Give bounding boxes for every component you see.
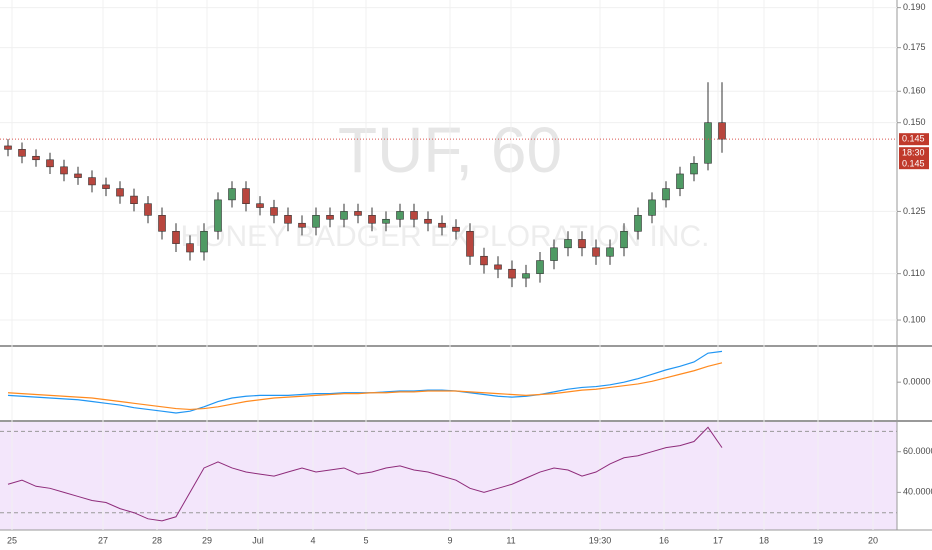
macd-line — [7, 362, 723, 411]
rsi-background — [0, 422, 897, 530]
candle-body — [676, 173, 684, 189]
candle-body — [452, 226, 460, 232]
x-tick-label: 27 — [98, 535, 108, 545]
candle-body — [228, 188, 236, 201]
candle-body — [662, 188, 670, 201]
candle-body — [536, 260, 544, 274]
x-tick-label: 4 — [310, 535, 315, 545]
price-badge-text: 0.145 — [902, 159, 925, 169]
x-tick-label: 18 — [759, 535, 769, 545]
candle-body — [508, 268, 516, 279]
candle-body — [74, 173, 82, 178]
x-tick-label: 11 — [506, 535, 515, 545]
candle-body — [130, 195, 138, 204]
candle-body — [326, 215, 334, 220]
candle-body — [522, 273, 530, 279]
x-tick-label: 17 — [713, 535, 723, 545]
candle-body — [214, 199, 222, 232]
x-tick-label: 16 — [659, 535, 669, 545]
y-tick-label: 0.0000 — [903, 377, 931, 387]
candle-body — [466, 230, 474, 257]
candle-body — [116, 188, 124, 197]
rsi-line — [7, 426, 723, 522]
x-tick-label: 20 — [868, 535, 878, 545]
candle-body — [242, 188, 250, 204]
candle-body — [424, 218, 432, 224]
candle-body — [102, 184, 110, 189]
candle-body — [144, 203, 152, 216]
price-badge-text: 0.145 — [902, 134, 925, 144]
candle-body — [396, 211, 404, 220]
y-tick-label: 0.160 — [903, 86, 926, 96]
candle-body — [480, 255, 488, 266]
candle-body — [634, 215, 642, 232]
candle-body — [88, 177, 96, 186]
y-tick-label: 0.150 — [903, 117, 926, 127]
candle-body — [690, 162, 698, 175]
y-tick-label: 0.125 — [903, 206, 926, 216]
candle-body — [494, 264, 502, 270]
candle-body — [578, 239, 586, 249]
x-tick-label: 19 — [813, 535, 823, 545]
candle-body — [312, 215, 320, 228]
candle-body — [354, 211, 362, 216]
candle-body — [200, 230, 208, 253]
countdown-text: 18:30 — [902, 148, 925, 158]
y-tick-label: 40.0000 — [903, 487, 932, 497]
macd-line — [7, 350, 723, 414]
candle-body — [340, 211, 348, 220]
countdown-badge — [899, 147, 929, 170]
x-tick-label: 28 — [152, 535, 162, 545]
candle-body — [704, 122, 712, 164]
candle-body — [410, 211, 418, 220]
candle-body — [564, 239, 572, 249]
candle-body — [592, 247, 600, 257]
candle-body — [438, 222, 446, 228]
price-badge — [899, 133, 929, 146]
x-tick-label: 25 — [7, 535, 17, 545]
candle-body — [550, 247, 558, 261]
candle-body — [158, 215, 166, 232]
x-tick-label: Jul — [252, 535, 264, 545]
candle-body — [620, 230, 628, 249]
candle-body — [298, 222, 306, 228]
candle-body — [186, 243, 194, 253]
y-tick-label: 60.0000 — [903, 446, 932, 456]
candle-body — [284, 215, 292, 224]
y-tick-label: 0.190 — [903, 2, 926, 12]
x-tick-label: 19:30 — [589, 535, 612, 545]
y-tick-label: 0.110 — [903, 268, 925, 278]
candle-body — [270, 207, 278, 216]
candle-body — [4, 145, 12, 150]
x-tick-label: 9 — [447, 535, 452, 545]
candle-body — [648, 199, 656, 216]
candle-body — [172, 230, 180, 244]
candle-body — [718, 122, 726, 140]
y-tick-label: 0.100 — [903, 314, 926, 324]
x-tick-label: 29 — [202, 535, 212, 545]
candle-body — [256, 203, 264, 208]
candle-body — [32, 155, 40, 161]
candle-body — [46, 159, 54, 168]
candle-body — [60, 166, 68, 175]
candle-body — [18, 149, 26, 157]
x-tick-label: 5 — [363, 535, 368, 545]
candle-body — [382, 218, 390, 224]
candle-body — [368, 215, 376, 224]
y-tick-label: 0.175 — [903, 42, 926, 52]
candle-body — [606, 247, 614, 257]
